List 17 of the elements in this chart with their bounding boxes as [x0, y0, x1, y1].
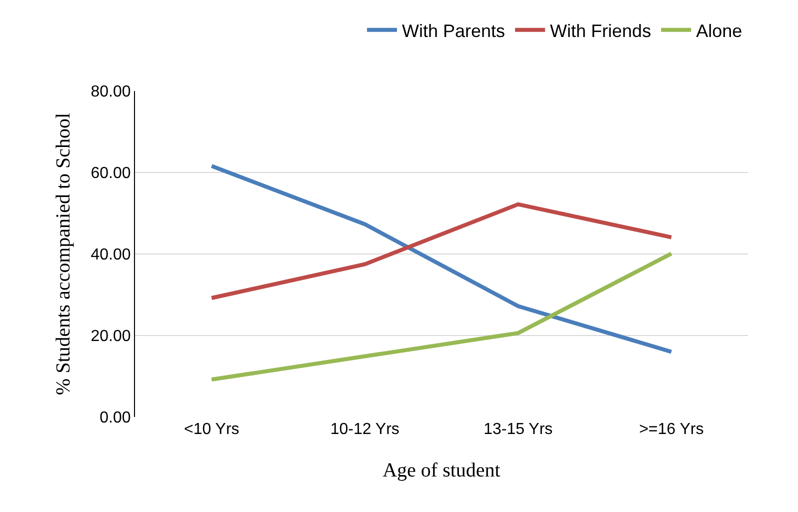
y-tick-label: 20.00 — [90, 328, 131, 346]
legend-label: With Friends — [550, 20, 652, 41]
line-series — [210, 252, 674, 382]
y-tick-label: 0.00 — [100, 410, 131, 427]
x-tick-label: 10-12 Yrs — [330, 421, 400, 438]
y-tick-label: 80.00 — [90, 84, 131, 101]
x-tick-label: 13-15 Yrs — [484, 421, 553, 438]
line-series — [210, 164, 674, 354]
y-tick-label: 40.00 — [90, 246, 131, 264]
line-series — [210, 202, 674, 300]
legend-label: Alone — [696, 20, 742, 41]
x-tick-label: <10 Yrs — [184, 421, 240, 438]
y-axis-title: % Students accompanied to School — [52, 112, 74, 396]
y-tick-label: 60.00 — [90, 165, 131, 182]
x-axis-title: Age of student — [382, 460, 501, 482]
x-tick-label: >=16 Yrs — [639, 421, 704, 438]
legend-label: With Parents — [402, 20, 506, 41]
